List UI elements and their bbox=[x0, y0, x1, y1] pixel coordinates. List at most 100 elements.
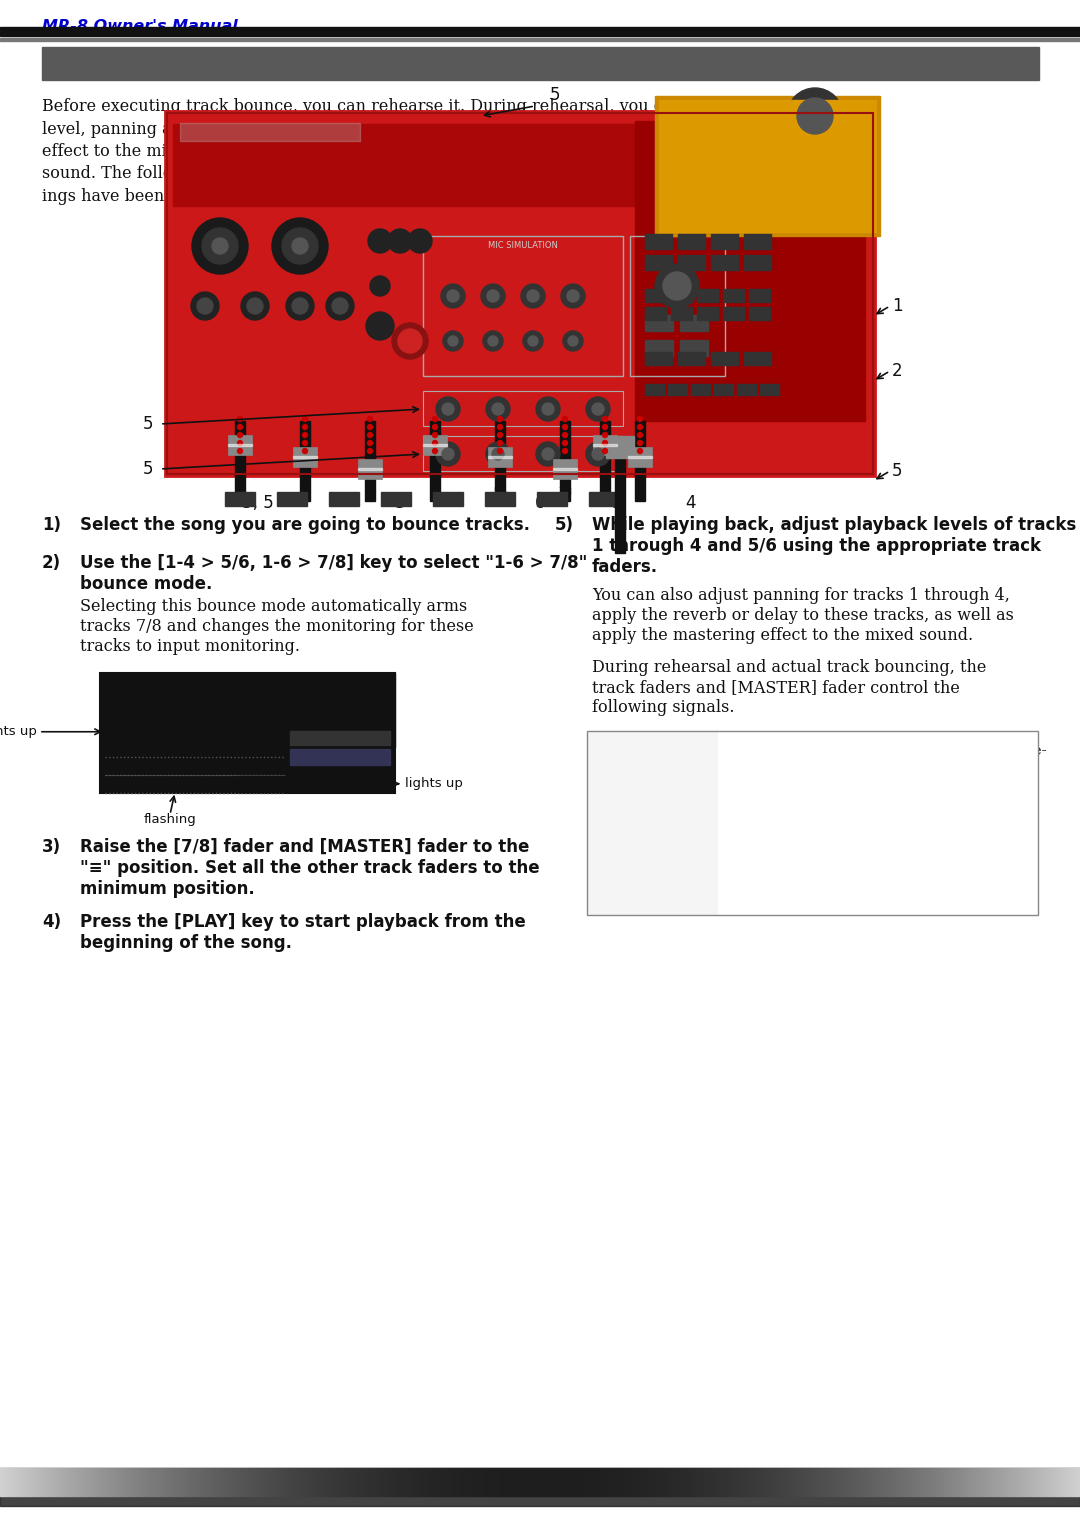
Bar bbox=[500, 1468, 502, 1495]
Bar bbox=[478, 1468, 480, 1495]
Bar bbox=[532, 1468, 534, 1495]
Bar bbox=[14, 1468, 16, 1495]
Bar bbox=[960, 1468, 962, 1495]
Bar bbox=[984, 1468, 986, 1495]
Bar bbox=[856, 1468, 858, 1495]
Bar bbox=[508, 1468, 510, 1495]
Bar bbox=[606, 436, 634, 458]
Bar bbox=[810, 1468, 812, 1495]
Text: △: △ bbox=[811, 92, 819, 101]
Text: 1: 1 bbox=[237, 487, 243, 497]
Text: 3, 5: 3, 5 bbox=[242, 494, 274, 513]
Bar bbox=[740, 1468, 742, 1495]
Bar bbox=[516, 1468, 518, 1495]
Bar bbox=[868, 1468, 870, 1495]
Bar bbox=[714, 385, 734, 397]
Bar bbox=[294, 1468, 296, 1495]
Circle shape bbox=[191, 291, 219, 320]
Bar bbox=[302, 1468, 303, 1495]
Bar bbox=[110, 1468, 112, 1495]
Bar bbox=[832, 1468, 834, 1495]
Bar bbox=[756, 1468, 758, 1495]
Bar bbox=[438, 1468, 440, 1495]
Bar bbox=[822, 1468, 824, 1495]
Bar bbox=[1008, 1468, 1010, 1495]
Circle shape bbox=[563, 441, 567, 446]
Bar bbox=[588, 824, 717, 864]
Bar bbox=[411, 1468, 414, 1495]
Bar bbox=[678, 255, 706, 272]
Text: 7/8: 7/8 bbox=[557, 487, 572, 497]
Bar bbox=[670, 1468, 672, 1495]
Bar bbox=[914, 1468, 916, 1495]
Bar bbox=[723, 1468, 724, 1495]
Text: 5: 5 bbox=[550, 85, 561, 104]
Bar bbox=[258, 1468, 260, 1495]
Bar bbox=[659, 101, 876, 232]
Bar bbox=[468, 1468, 470, 1495]
Bar bbox=[446, 1468, 448, 1495]
Bar bbox=[434, 1468, 436, 1495]
Bar bbox=[602, 1468, 604, 1495]
Bar bbox=[357, 459, 382, 479]
Text: tracks to input monitoring.: tracks to input monitoring. bbox=[80, 638, 300, 655]
Bar bbox=[423, 435, 447, 455]
Bar bbox=[546, 1468, 548, 1495]
Bar bbox=[470, 1468, 472, 1495]
Bar bbox=[706, 1468, 708, 1495]
Bar bbox=[766, 1468, 768, 1495]
Bar bbox=[645, 314, 673, 331]
Circle shape bbox=[447, 290, 459, 302]
Circle shape bbox=[797, 98, 833, 134]
Circle shape bbox=[528, 336, 538, 346]
Circle shape bbox=[481, 284, 505, 308]
Bar bbox=[248, 1468, 249, 1495]
Bar bbox=[760, 385, 780, 397]
Bar bbox=[812, 1468, 814, 1495]
Bar bbox=[900, 1468, 902, 1495]
Bar bbox=[334, 1468, 336, 1495]
Bar bbox=[18, 1468, 21, 1495]
Bar bbox=[10, 1468, 12, 1495]
Text: Press the [PLAY] key to start playback from the: Press the [PLAY] key to start playback f… bbox=[80, 914, 526, 931]
Bar bbox=[678, 1468, 680, 1495]
Text: 5): 5) bbox=[555, 516, 573, 534]
Bar bbox=[750, 307, 771, 320]
Bar bbox=[174, 1468, 176, 1495]
Circle shape bbox=[286, 291, 314, 320]
Bar bbox=[770, 1468, 772, 1495]
Circle shape bbox=[563, 417, 567, 421]
Bar bbox=[4, 1468, 6, 1495]
Bar bbox=[60, 1468, 62, 1495]
Bar bbox=[986, 1468, 988, 1495]
Circle shape bbox=[212, 238, 228, 253]
Bar bbox=[950, 1468, 951, 1495]
Bar bbox=[1016, 1468, 1018, 1495]
Bar bbox=[200, 1468, 202, 1495]
Bar bbox=[78, 1468, 80, 1495]
Text: cording.: cording. bbox=[727, 761, 791, 775]
Circle shape bbox=[367, 449, 373, 453]
Text: Fader: Fader bbox=[627, 745, 676, 760]
Text: ABS: ABS bbox=[363, 682, 383, 693]
Bar bbox=[784, 1468, 786, 1495]
Bar bbox=[768, 1468, 770, 1495]
Bar bbox=[588, 824, 1038, 864]
Bar bbox=[260, 1468, 262, 1495]
Bar bbox=[195, 1468, 198, 1495]
Circle shape bbox=[367, 441, 373, 446]
Circle shape bbox=[536, 443, 561, 465]
Bar bbox=[1038, 1468, 1040, 1495]
Text: 2: 2 bbox=[892, 362, 903, 380]
Circle shape bbox=[498, 424, 502, 429]
Bar bbox=[270, 1468, 272, 1495]
Bar bbox=[190, 1468, 192, 1495]
Bar bbox=[734, 1468, 735, 1495]
Text: 44: 44 bbox=[528, 1477, 552, 1497]
Circle shape bbox=[238, 432, 243, 438]
Bar bbox=[561, 421, 570, 501]
Bar bbox=[1005, 1468, 1008, 1495]
Bar bbox=[946, 1468, 948, 1495]
Bar bbox=[588, 864, 717, 916]
Text: following signals.: following signals. bbox=[592, 699, 734, 716]
